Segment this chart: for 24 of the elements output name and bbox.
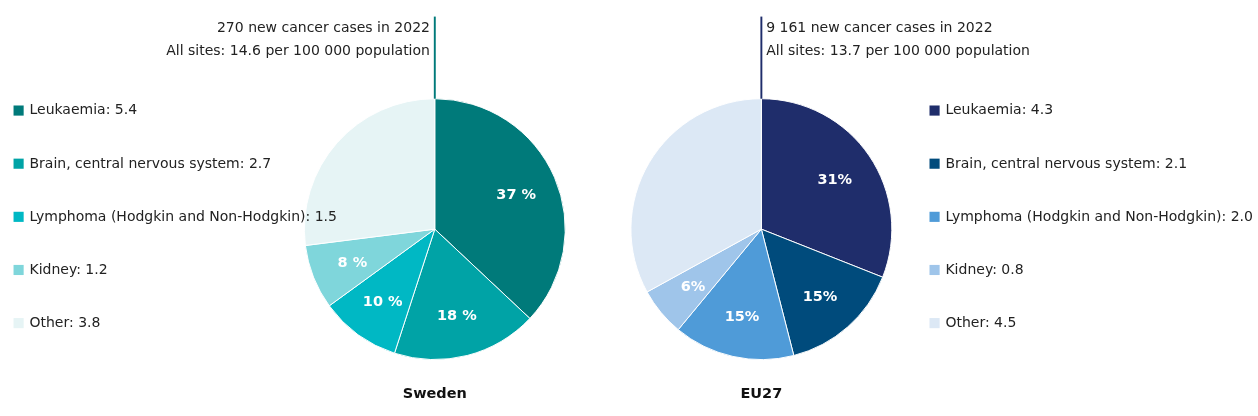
text: 9 161 new cancer cases in 2022	[766, 19, 993, 36]
legend-label: Other: 3.8	[29, 313, 101, 330]
data-label: 31%	[817, 171, 853, 188]
text: All sites: 14.6 per 100 000 population	[166, 42, 430, 59]
text: All sites: 13.7 per 100 000 population	[766, 42, 1030, 59]
legend-label: Lymphoma (Hodgkin and Non-Hodgkin): 1.5	[29, 207, 337, 224]
legend-label: Kidney: 1.2	[29, 260, 108, 277]
data-label: 6%	[680, 277, 706, 294]
legend-label: Kidney: 0.8	[945, 260, 1024, 277]
legend-label: Brain, central nervous system: 2.1	[945, 154, 1188, 171]
legend-label: Lymphoma (Hodgkin and Non-Hodgkin): 2.0	[945, 207, 1253, 224]
text: 270 new cancer cases in 2022	[216, 19, 430, 36]
text: EU27	[740, 385, 783, 402]
data-label: 10 %	[362, 292, 403, 309]
data-label: 15%	[802, 287, 838, 304]
legend-label: Other: 4.5	[945, 313, 1017, 330]
text: Sweden	[402, 385, 467, 402]
legend-label: Brain, central nervous system: 2.7	[29, 154, 272, 171]
legend-label: Leukaemia: 4.3	[945, 101, 1054, 118]
data-label: 15%	[724, 307, 760, 324]
legend-label: Leukaemia: 5.4	[29, 101, 138, 118]
data-label: 8 %	[337, 253, 368, 270]
data-label: 37 %	[496, 185, 537, 202]
data-label: 18 %	[436, 306, 478, 323]
